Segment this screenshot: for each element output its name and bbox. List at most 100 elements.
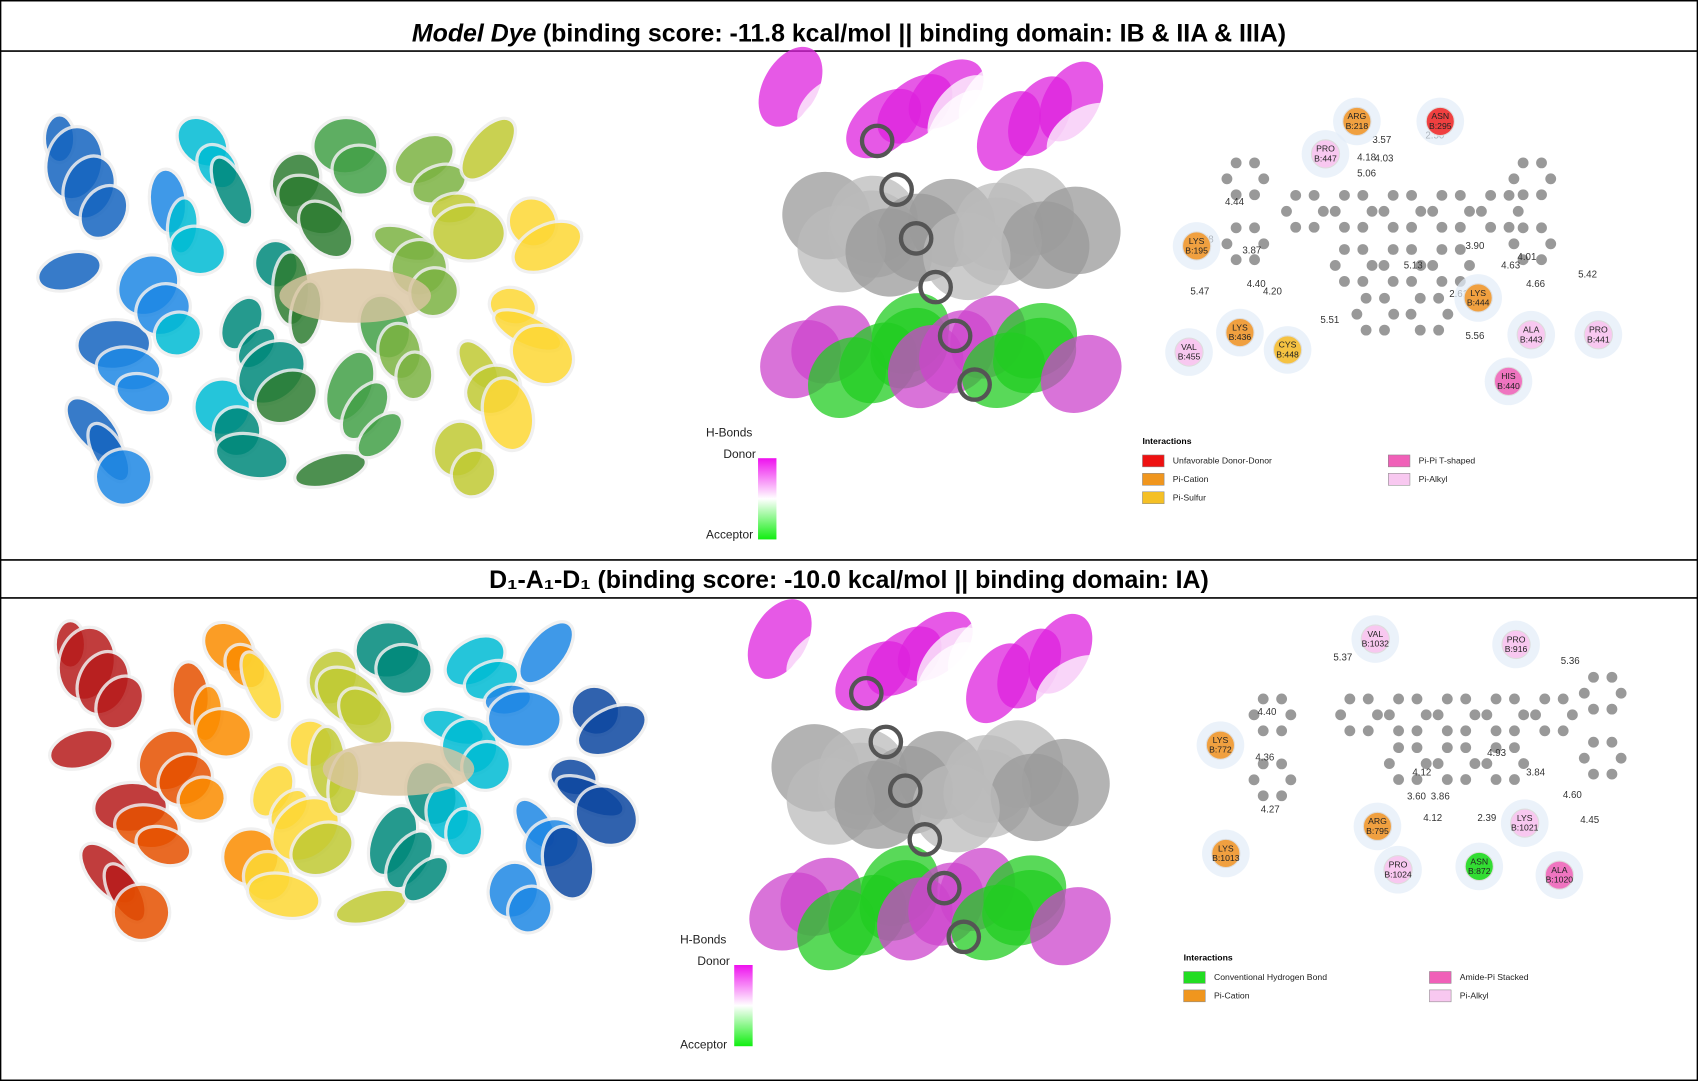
atom: [1379, 324, 1390, 336]
distance-label: 5.47: [1190, 287, 1209, 298]
atom: [1490, 774, 1502, 785]
atom: [1415, 205, 1427, 217]
distance-label: 4.20: [1263, 287, 1283, 298]
atom: [1436, 189, 1448, 201]
residue: [1225, 317, 1255, 348]
ligand: [279, 268, 431, 323]
atom: [1566, 709, 1578, 721]
atom: [1344, 725, 1356, 737]
ligand-ring: [937, 318, 973, 354]
atom: [1557, 693, 1569, 705]
distance-label: 4.60: [1563, 790, 1583, 801]
surface-patch: [845, 208, 933, 297]
hbond-label: H-Bonds: [706, 426, 752, 440]
helix: [401, 854, 451, 904]
helix: [36, 249, 103, 293]
legend-label: Pi-Cation: [1173, 474, 1209, 484]
residue-name: LYS: [1189, 236, 1205, 246]
helix: [194, 707, 253, 759]
surface-patch: [797, 889, 876, 971]
helix: [209, 155, 255, 227]
atom: [1230, 157, 1242, 169]
residue-name: LYS: [1218, 843, 1234, 853]
atom: [1481, 758, 1493, 769]
residue-name: ASN: [1470, 856, 1488, 866]
residue: [1310, 139, 1341, 169]
atom: [1387, 275, 1399, 287]
atom: [1257, 790, 1269, 802]
atom: [1221, 238, 1233, 250]
atom: [1406, 275, 1417, 287]
legend-title: Interactions: [1142, 436, 1191, 446]
atom: [1357, 275, 1369, 287]
surface-patch: [1035, 654, 1116, 719]
atom: [1276, 758, 1288, 770]
atom: [1530, 709, 1541, 721]
atom: [1464, 260, 1475, 271]
atom: [1285, 709, 1297, 721]
distance-label: 4.63: [1501, 261, 1520, 272]
helix: [573, 784, 640, 848]
atom: [1406, 189, 1417, 201]
residue: [1360, 624, 1390, 654]
residue-name: LYS: [1213, 735, 1229, 745]
atom: [1518, 758, 1530, 769]
legend-swatch: [1183, 971, 1206, 984]
surface-patch: [966, 643, 1030, 724]
atom: [1432, 709, 1444, 721]
residue-id: B:795: [1366, 826, 1389, 836]
residue: [1272, 335, 1303, 365]
distance-label: 4.36: [1255, 752, 1274, 763]
residue-id: B:218: [1346, 121, 1369, 131]
ligand-ring: [898, 221, 934, 256]
helix: [213, 431, 290, 481]
residue-name: PRO: [1507, 634, 1526, 644]
atom: [1388, 308, 1400, 320]
residue-name: ARG: [1368, 816, 1387, 826]
distance-label: 4.03: [1374, 153, 1393, 164]
atom: [1536, 254, 1547, 266]
helix: [78, 183, 130, 240]
helix: [485, 689, 563, 749]
residue-name: LYS: [1470, 288, 1486, 298]
residue-id: B:1021: [1511, 823, 1539, 833]
helix: [575, 702, 648, 758]
helix: [168, 224, 227, 277]
distance-label: 5.37: [1333, 653, 1352, 664]
legend-swatch: [1429, 971, 1452, 984]
distance-label: 3.86: [1431, 791, 1450, 802]
distance-label: 4.44: [1225, 197, 1245, 208]
legend-swatch: [1183, 989, 1206, 1003]
residue-id: B:772: [1209, 745, 1232, 755]
atom: [1509, 725, 1520, 737]
legend-swatch: [1429, 989, 1452, 1003]
distance-label: 3.84: [1526, 767, 1546, 778]
atom: [1517, 254, 1529, 266]
atom: [1539, 725, 1551, 737]
hbond-label: Acceptor: [680, 1037, 727, 1051]
helix: [289, 820, 355, 878]
atom: [1276, 790, 1288, 802]
helix: [239, 650, 285, 722]
panel-title: Model Dye (binding score: -11.8 kcal/mol …: [412, 19, 1286, 47]
residue-name: VAL: [1367, 629, 1383, 639]
atom: [1406, 221, 1417, 233]
hbond-colorbar: [758, 458, 777, 540]
distance-label: 4.12: [1423, 813, 1442, 824]
helix: [459, 116, 518, 182]
atom: [1317, 205, 1329, 217]
helix: [245, 871, 322, 921]
atom: [1606, 671, 1618, 683]
distance-label: 3.60: [1407, 791, 1427, 802]
residue: [1342, 106, 1372, 137]
helix: [430, 203, 507, 263]
legend-swatch: [1142, 491, 1165, 504]
residue-id: B:448: [1276, 349, 1299, 359]
atom: [1248, 709, 1260, 721]
atom: [1258, 238, 1270, 250]
helix: [111, 882, 172, 943]
atom: [1344, 693, 1356, 705]
residue-id: B:447: [1314, 153, 1337, 163]
